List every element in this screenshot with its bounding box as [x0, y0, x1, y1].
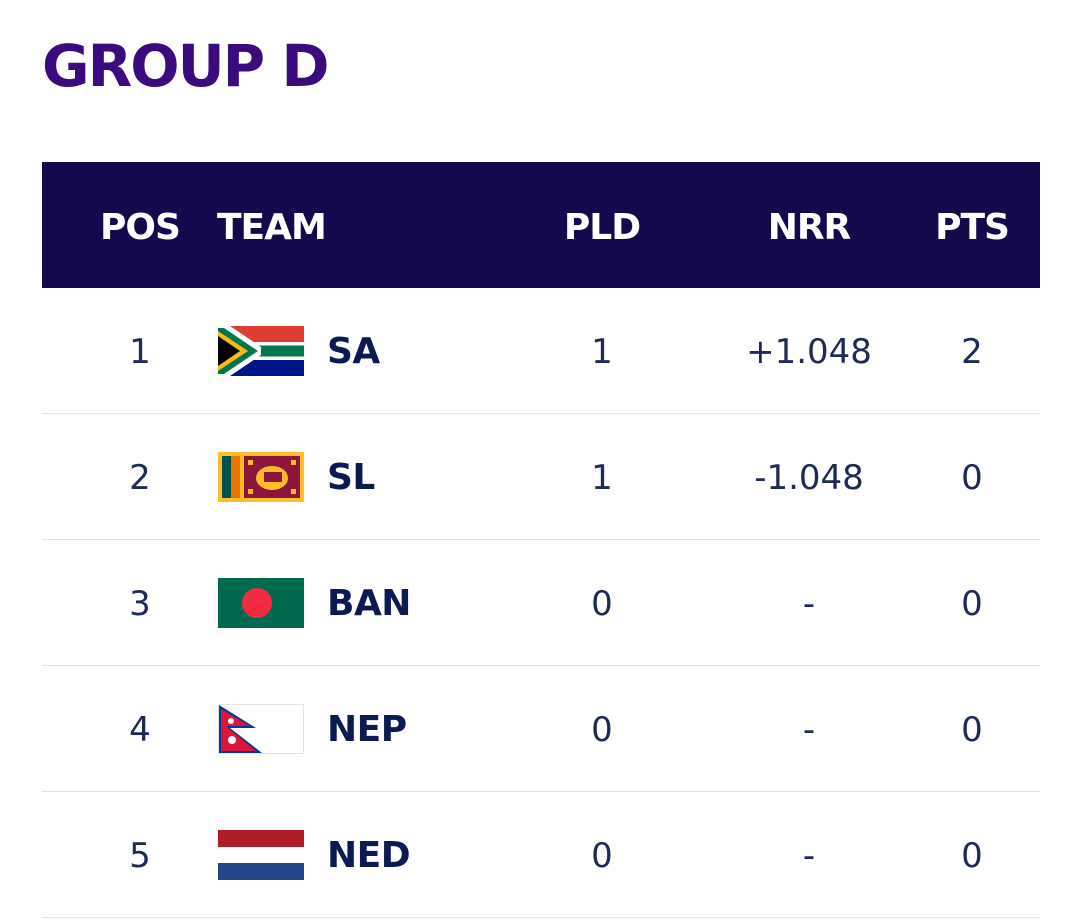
bangladesh-flag-icon: [218, 578, 304, 628]
standings-table: POS TEAM PLD NRR PTS 1 SA 1 +1.048 2 2: [42, 162, 1040, 918]
header-team: TEAM: [217, 207, 327, 248]
played-cell: 1: [591, 458, 613, 498]
played-cell: 0: [591, 584, 613, 624]
header-nrr: NRR: [767, 207, 852, 248]
table-row[interactable]: 1 SA 1 +1.048 2: [42, 288, 1040, 414]
south-africa-flag-icon: [218, 326, 304, 376]
nepal-flag-icon: [218, 704, 304, 754]
table-row[interactable]: 4 NEP 0 - 0: [42, 666, 1040, 792]
points-cell: 0: [961, 710, 983, 750]
team-name[interactable]: SL: [327, 457, 375, 498]
played-cell: 0: [591, 710, 613, 750]
table-row[interactable]: 2 SL 1 -1.048 0: [42, 414, 1040, 540]
points-cell: 0: [961, 584, 983, 624]
team-name[interactable]: NEP: [327, 709, 407, 750]
points-cell: 2: [961, 332, 983, 372]
position-cell: 3: [129, 584, 151, 624]
header-pts: PTS: [935, 207, 1010, 248]
team-name[interactable]: SA: [327, 331, 380, 372]
nrr-cell: -: [802, 710, 816, 750]
table-row[interactable]: 3 BAN 0 - 0: [42, 540, 1040, 666]
position-cell: 5: [129, 836, 151, 876]
team-name[interactable]: NED: [327, 835, 411, 876]
group-title: GROUP D: [42, 32, 330, 100]
nrr-cell: -: [802, 836, 816, 876]
nrr-cell: -1.048: [754, 458, 864, 498]
table-row[interactable]: 5 NED 0 - 0: [42, 792, 1040, 918]
header-pos: POS: [100, 207, 181, 248]
team-name[interactable]: BAN: [327, 583, 411, 624]
points-cell: 0: [961, 458, 983, 498]
position-cell: 1: [129, 332, 151, 372]
sri-lanka-flag-icon: [218, 452, 304, 502]
played-cell: 1: [591, 332, 613, 372]
played-cell: 0: [591, 836, 613, 876]
position-cell: 4: [129, 710, 151, 750]
table-header: POS TEAM PLD NRR PTS: [42, 162, 1040, 288]
header-pld: PLD: [563, 207, 641, 248]
nrr-cell: -: [802, 584, 816, 624]
points-cell: 0: [961, 836, 983, 876]
netherlands-flag-icon: [218, 830, 304, 880]
nrr-cell: +1.048: [746, 332, 872, 372]
position-cell: 2: [129, 458, 151, 498]
